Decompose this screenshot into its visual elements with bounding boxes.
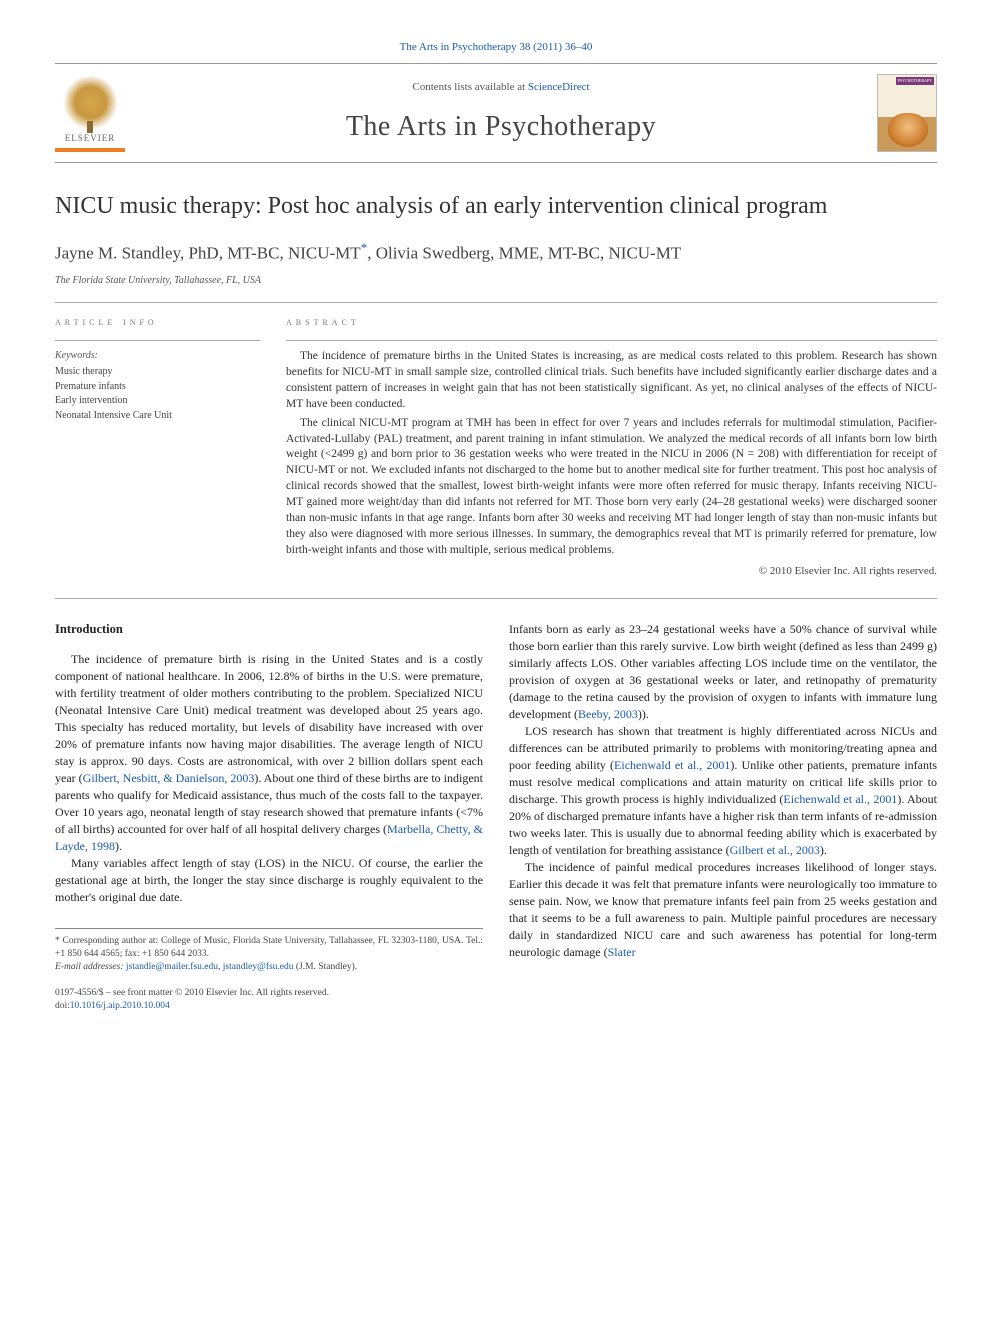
abstract-heading: ABSTRACT bbox=[286, 315, 937, 330]
body-text: )). bbox=[638, 707, 649, 721]
journal-header-box: ELSEVIER Contents lists available at Sci… bbox=[55, 63, 937, 163]
publisher-bar bbox=[55, 148, 125, 152]
email-label: E-mail addresses: bbox=[55, 962, 126, 972]
email-footnote: E-mail addresses: jstandle@mailer.fsu.ed… bbox=[55, 961, 483, 974]
running-header-link[interactable]: The Arts in Psychotherapy 38 (2011) 36–4… bbox=[400, 41, 593, 53]
abstract-rule bbox=[286, 340, 937, 341]
abstract-copyright: © 2010 Elsevier Inc. All rights reserved… bbox=[286, 564, 937, 579]
author-1: Jayne M. Standley, PhD, MT-BC, NICU-MT bbox=[55, 244, 361, 263]
sciencedirect-link[interactable]: ScienceDirect bbox=[528, 81, 590, 93]
email-link[interactable]: jstandley@fsu.edu bbox=[223, 962, 294, 972]
body-paragraph: Many variables affect length of stay (LO… bbox=[55, 855, 483, 906]
footer-meta: 0197-4556/$ – see front matter © 2010 El… bbox=[55, 987, 937, 1013]
journal-cover-thumbnail: PSYCHOTHERAPY bbox=[877, 74, 937, 152]
article-info-rule bbox=[55, 340, 260, 341]
abstract-paragraph: The clinical NICU-MT program at TMH has … bbox=[286, 416, 937, 559]
body-paragraph: LOS research has shown that treatment is… bbox=[509, 723, 937, 859]
issn-line: 0197-4556/$ – see front matter © 2010 El… bbox=[55, 987, 937, 1000]
section-heading-introduction: Introduction bbox=[55, 621, 483, 639]
keywords-label: Keywords: bbox=[55, 349, 260, 363]
email-link[interactable]: jstandle@mailer.fsu.edu bbox=[126, 962, 218, 972]
doi-link[interactable]: 10.1016/j.aip.2010.10.004 bbox=[70, 1001, 170, 1011]
article-title: NICU music therapy: Post hoc analysis of… bbox=[55, 191, 937, 221]
doi-line: doi:10.1016/j.aip.2010.10.004 bbox=[55, 1000, 937, 1013]
citation-link[interactable]: Gilbert et al., 2003 bbox=[730, 843, 820, 857]
citation-link[interactable]: Eichenwald et al., 2001 bbox=[614, 758, 730, 772]
publisher-label: ELSEVIER bbox=[55, 132, 125, 145]
doi-label: doi: bbox=[55, 1001, 70, 1011]
body-paragraph: The incidence of painful medical procedu… bbox=[509, 859, 937, 961]
body-text: The incidence of painful medical procedu… bbox=[509, 860, 937, 959]
body-column-right: Infants born as early as 23–24 gestation… bbox=[509, 621, 937, 974]
keyword: Premature infants bbox=[55, 380, 260, 395]
cover-tag: PSYCHOTHERAPY bbox=[896, 77, 934, 85]
body-column-left: Introduction The incidence of premature … bbox=[55, 621, 483, 974]
email-tail: (J.M. Standley). bbox=[294, 962, 358, 972]
authors: Jayne M. Standley, PhD, MT-BC, NICU-MT*,… bbox=[55, 239, 937, 265]
keyword: Early intervention bbox=[55, 394, 260, 409]
citation-link[interactable]: Gilbert, Nesbitt, & Danielson, 2003 bbox=[83, 771, 255, 785]
citation-link[interactable]: Beeby, 2003 bbox=[578, 707, 638, 721]
corresponding-author-footnote: * Corresponding author at: College of Mu… bbox=[55, 935, 483, 961]
keyword: Neonatal Intensive Care Unit bbox=[55, 409, 260, 424]
running-header: The Arts in Psychotherapy 38 (2011) 36–4… bbox=[55, 40, 937, 55]
keywords-list: Music therapy Premature infants Early in… bbox=[55, 365, 260, 423]
divider-bottom bbox=[55, 598, 937, 599]
body-paragraph: Infants born as early as 23–24 gestation… bbox=[509, 621, 937, 723]
body-text: ). bbox=[820, 843, 827, 857]
journal-title: The Arts in Psychotherapy bbox=[125, 107, 877, 146]
body-text: The incidence of premature birth is risi… bbox=[55, 652, 483, 785]
affiliation: The Florida State University, Tallahasse… bbox=[55, 274, 937, 288]
article-info-heading: ARTICLE INFO bbox=[55, 315, 260, 330]
author-2: , Olivia Swedberg, MME, MT-BC, NICU-MT bbox=[367, 244, 681, 263]
citation-link[interactable]: Slater bbox=[608, 945, 636, 959]
abstract-body: The incidence of premature births in the… bbox=[286, 349, 937, 558]
elsevier-tree-icon bbox=[63, 75, 118, 130]
contents-prefix: Contents lists available at bbox=[412, 81, 527, 93]
body-text: ). bbox=[115, 839, 122, 853]
contents-line: Contents lists available at ScienceDirec… bbox=[125, 80, 877, 95]
publisher-logo: ELSEVIER bbox=[55, 75, 125, 152]
body-paragraph: The incidence of premature birth is risi… bbox=[55, 651, 483, 855]
abstract-paragraph: The incidence of premature births in the… bbox=[286, 349, 937, 412]
keyword: Music therapy bbox=[55, 365, 260, 380]
citation-link[interactable]: Eichenwald et al., 2001 bbox=[783, 792, 897, 806]
body-text: Infants born as early as 23–24 gestation… bbox=[509, 622, 937, 721]
cover-art-icon bbox=[888, 113, 928, 147]
